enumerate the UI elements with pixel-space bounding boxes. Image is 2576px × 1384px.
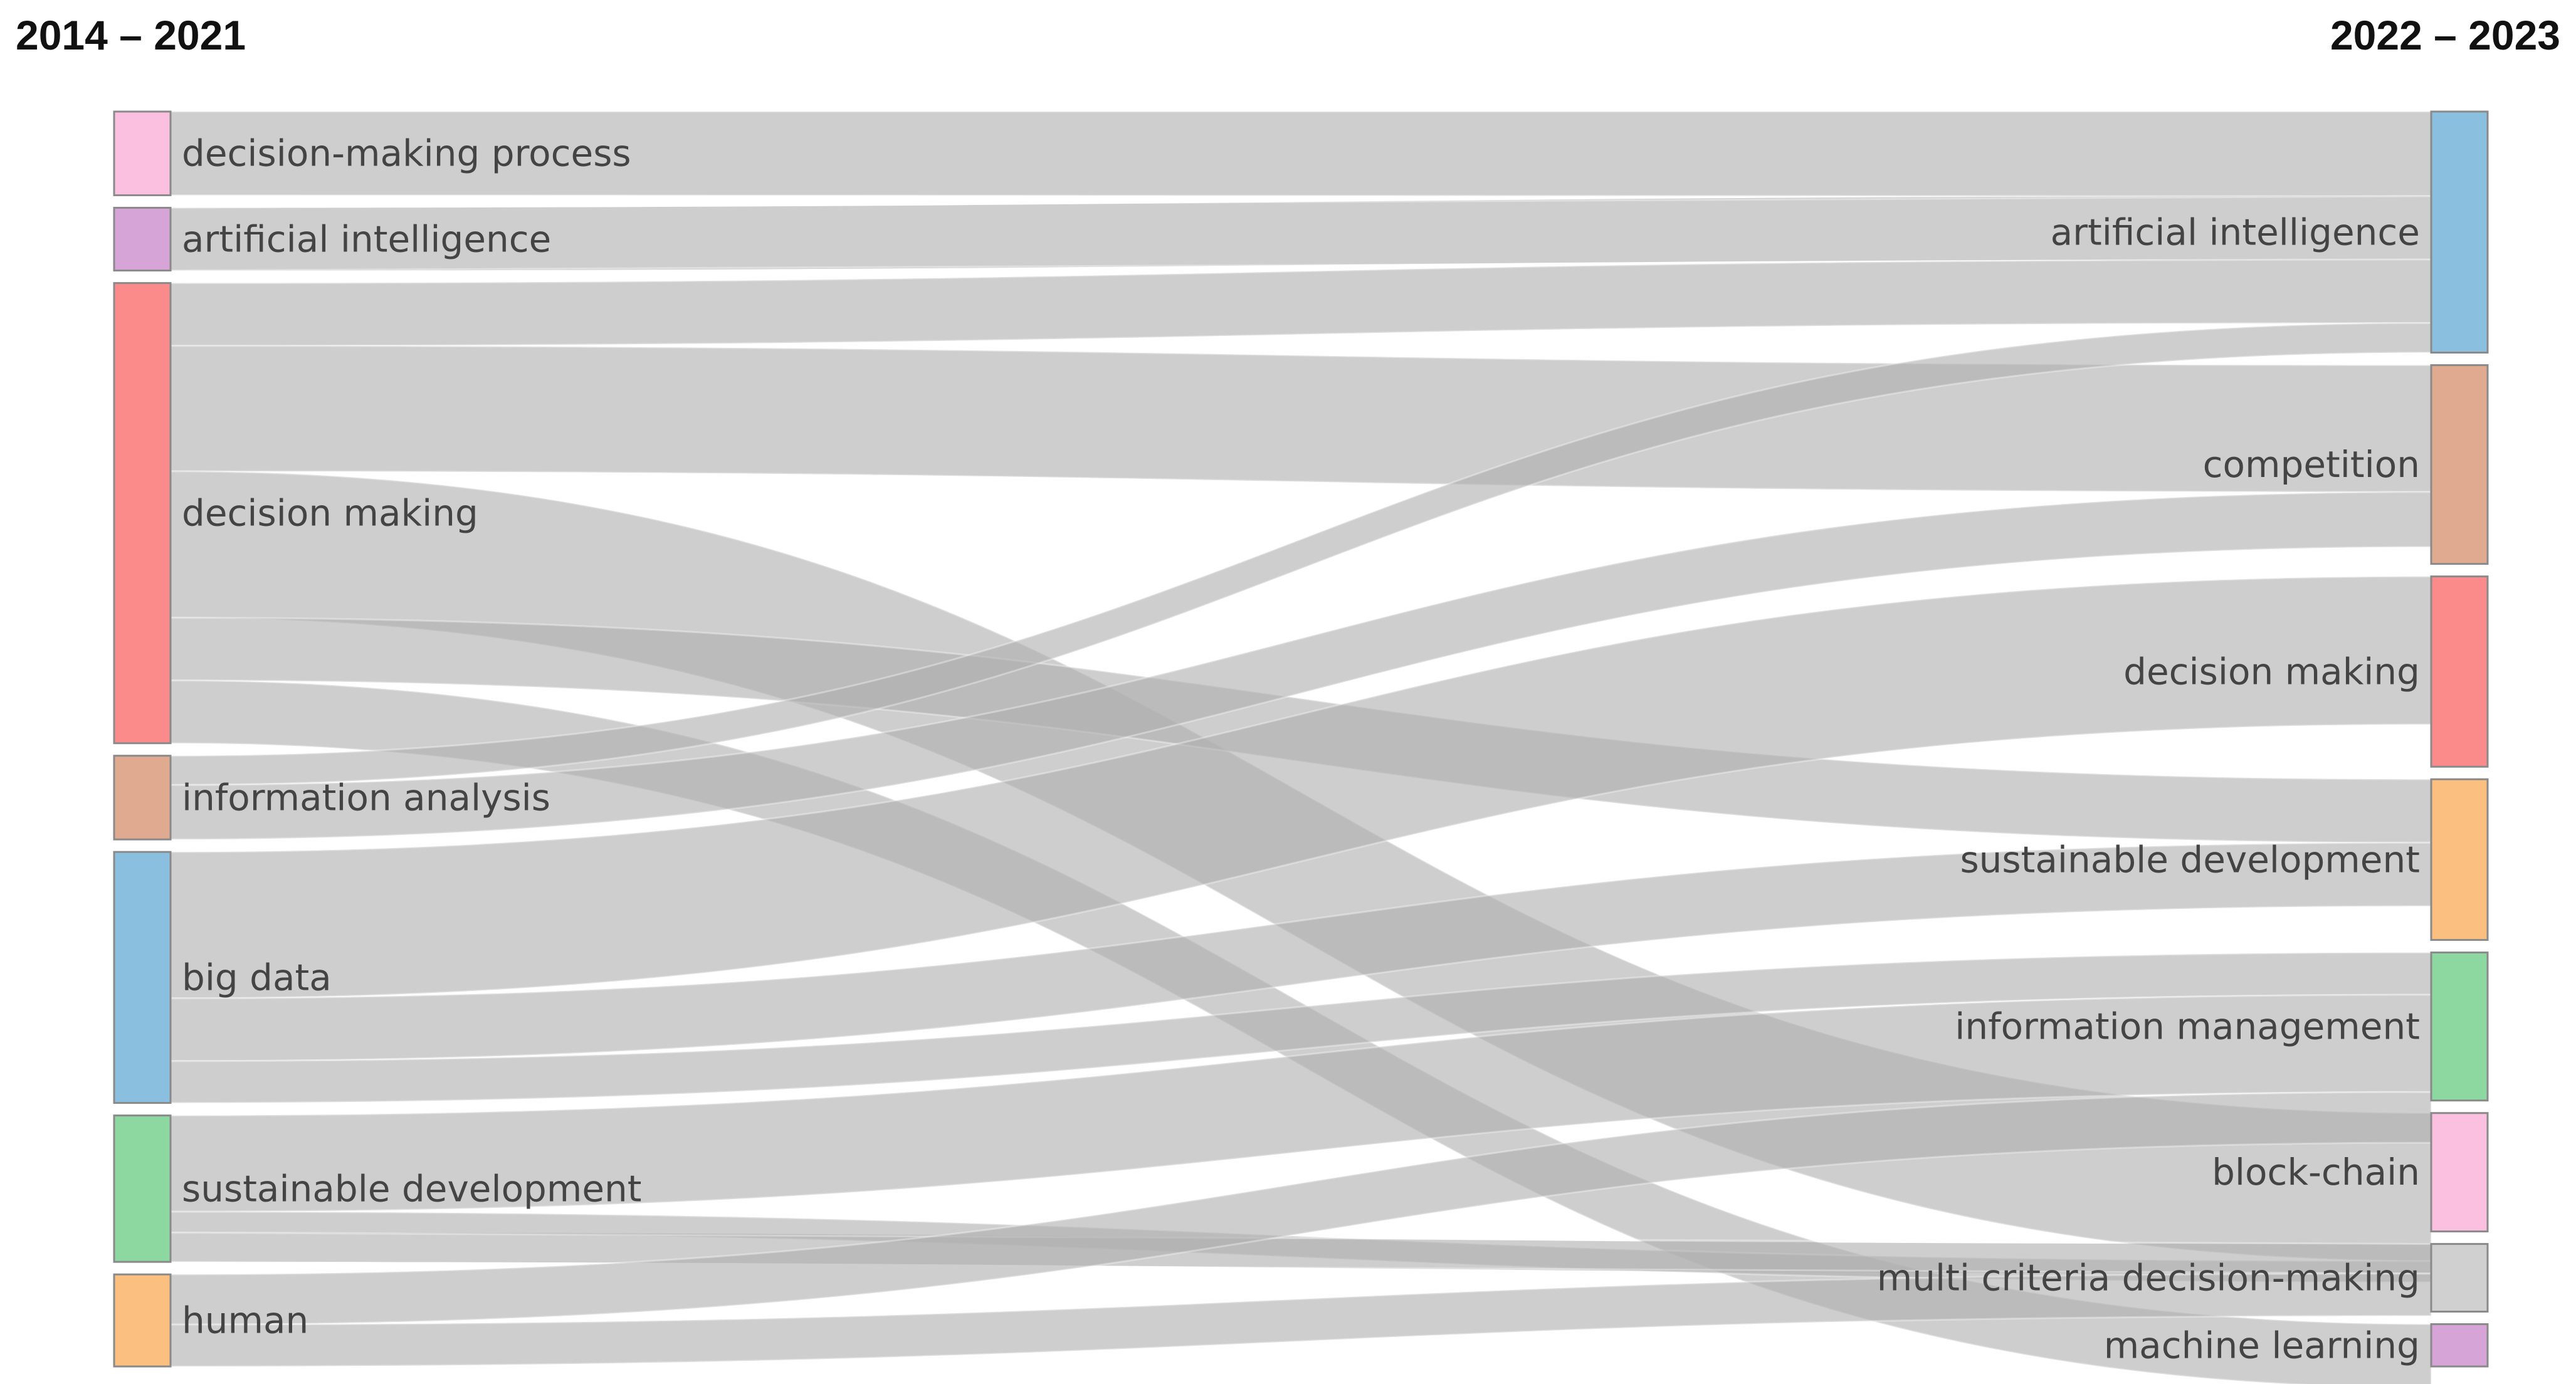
node-label-left-L3: decision making [182,492,478,535]
node-label-right-R7: multi criteria decision-making [1877,1257,2420,1299]
node-left-L7 [113,1273,172,1368]
node-right-R2 [2430,364,2489,565]
node-right-R8 [2430,1323,2489,1368]
node-label-left-L2: artificial intelligence [182,218,551,261]
period-label-right: 2022 – 2023 [2330,12,2560,58]
node-label-right-R4: sustainable development [1960,838,2420,881]
sankey-link-L3-R1 [169,258,2432,347]
node-left-L3 [113,282,172,745]
node-left-L6 [113,1114,172,1263]
node-right-R6 [2430,1112,2489,1233]
node-right-R5 [2430,952,2489,1102]
node-label-right-R2: competition [2203,443,2420,486]
sankey-nodes [113,110,2489,1368]
node-label-right-R6: block-chain [2212,1151,2420,1193]
node-label-left-L4: information analysis [182,776,550,819]
node-label-left-L7: human [182,1299,308,1342]
node-left-L4 [113,755,172,841]
sankey-links [169,110,2432,1384]
node-label-right-R8: machine learning [2104,1324,2420,1366]
node-left-L5 [113,851,172,1104]
node-label-right-R5: information management [1955,1005,2420,1048]
sankey-link-L7-R7 [169,1272,2432,1368]
node-label-right-R3: decision making [2123,650,2420,693]
period-label-left: 2014 – 2021 [16,12,246,58]
node-right-R4 [2430,778,2489,941]
node-left-L2 [113,206,172,272]
sankey-labels: decision-making process artificial intell… [182,132,2420,1367]
node-label-left-L1: decision-making process [182,132,631,175]
node-right-R7 [2430,1243,2489,1313]
node-right-R3 [2430,575,2489,768]
node-label-left-L6: sustainable development [182,1167,642,1210]
node-left-L1 [113,110,172,196]
node-label-left-L5: big data [182,956,332,999]
node-label-right-R1: artificial intelligence [2051,211,2420,253]
node-right-R1 [2430,110,2489,354]
